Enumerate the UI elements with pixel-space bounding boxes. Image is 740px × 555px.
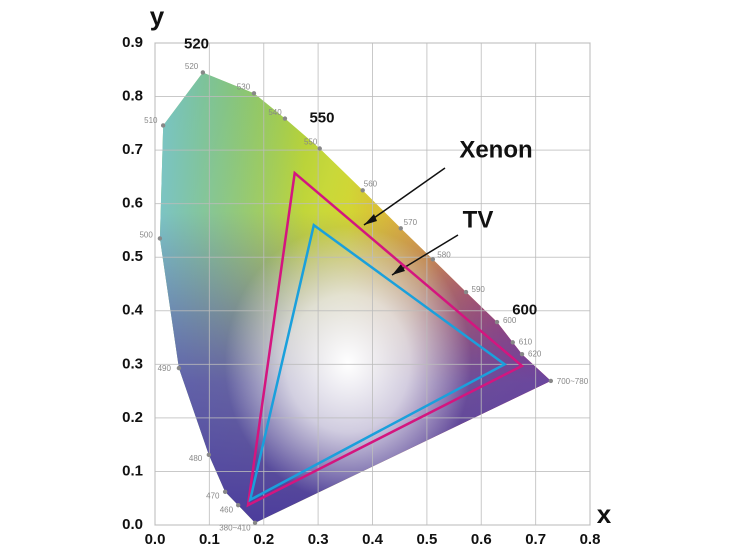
wavelength-label: 470 xyxy=(206,492,220,501)
y-tick-label: 0.6 xyxy=(122,195,143,212)
wavelength-label: 520 xyxy=(185,62,199,71)
annotation-arrow xyxy=(363,167,446,226)
series-label: TV xyxy=(463,206,494,233)
locus-point xyxy=(494,319,500,325)
locus-point xyxy=(206,452,212,458)
x-tick-label: 0.6 xyxy=(471,531,492,548)
x-tick-label: 0.1 xyxy=(199,531,220,548)
locus-point xyxy=(317,146,322,151)
arrowhead xyxy=(392,264,405,275)
y-axis-label: y xyxy=(150,1,165,31)
x-tick-label: 0.3 xyxy=(308,531,329,548)
wavelength-label: 500 xyxy=(139,230,153,239)
arrowhead xyxy=(364,214,377,225)
locus-point xyxy=(360,188,365,193)
x-tick-label: 0.5 xyxy=(416,531,437,548)
x-axis-label: x xyxy=(597,499,612,529)
major-wavelength-label: 550 xyxy=(309,110,334,127)
locus-point xyxy=(519,351,525,357)
y-tick-label: 0.7 xyxy=(122,141,143,158)
major-wavelength-label: 520 xyxy=(184,36,209,53)
locus-point xyxy=(398,226,403,231)
wavelength-label: 600 xyxy=(503,316,517,325)
locus-point xyxy=(157,236,163,241)
x-tick-label: 0.2 xyxy=(253,531,274,548)
x-tick-label: 0.0 xyxy=(145,531,166,548)
wavelength-label: 380~410 xyxy=(219,523,251,532)
locus-point xyxy=(176,365,182,371)
major-wavelength-label: 600 xyxy=(512,301,537,318)
wavelength-label: 540 xyxy=(268,108,282,117)
gamut-triangle xyxy=(246,170,525,508)
wavelength-label: 610 xyxy=(519,337,533,346)
wavelength-label: 530 xyxy=(237,83,251,92)
locus-point xyxy=(252,520,258,526)
y-tick-label: 0.5 xyxy=(122,248,143,265)
locus-point xyxy=(463,289,469,295)
gamut-triangle xyxy=(248,222,507,503)
y-tick-label: 0.3 xyxy=(122,355,143,372)
locus-point xyxy=(251,91,257,96)
x-tick-label: 0.8 xyxy=(580,531,601,548)
locus-point xyxy=(200,70,206,75)
locus-point xyxy=(222,489,228,494)
wavelength-label: 700~780 xyxy=(557,377,589,386)
wavelength-label: 590 xyxy=(472,285,486,294)
wavelength-label: 460 xyxy=(220,505,234,514)
locus-point xyxy=(235,502,241,508)
wavelength-label: 560 xyxy=(364,179,378,188)
series-label: Xenon xyxy=(459,136,532,163)
locus-point xyxy=(510,340,515,345)
x-tick-label: 0.7 xyxy=(525,531,546,548)
locus-point xyxy=(282,116,288,121)
x-tick-label: 0.4 xyxy=(362,531,384,548)
wavelength-label: 620 xyxy=(528,349,542,358)
wavelength-label: 510 xyxy=(144,116,158,125)
y-tick-label: 0.0 xyxy=(122,516,143,533)
y-tick-label: 0.2 xyxy=(122,409,143,426)
locus-point xyxy=(430,257,436,262)
y-tick-label: 0.9 xyxy=(122,34,143,51)
wavelength-label: 580 xyxy=(437,250,451,259)
wavelength-label: 480 xyxy=(189,454,203,463)
wavelength-label: 550 xyxy=(304,138,318,147)
locus-point xyxy=(160,123,166,128)
locus-point xyxy=(548,378,554,384)
y-tick-label: 0.8 xyxy=(122,88,143,105)
y-tick-label: 0.1 xyxy=(122,462,143,479)
wavelength-label: 570 xyxy=(404,218,418,227)
wavelength-label: 490 xyxy=(158,364,172,373)
y-tick-label: 0.4 xyxy=(122,302,144,319)
